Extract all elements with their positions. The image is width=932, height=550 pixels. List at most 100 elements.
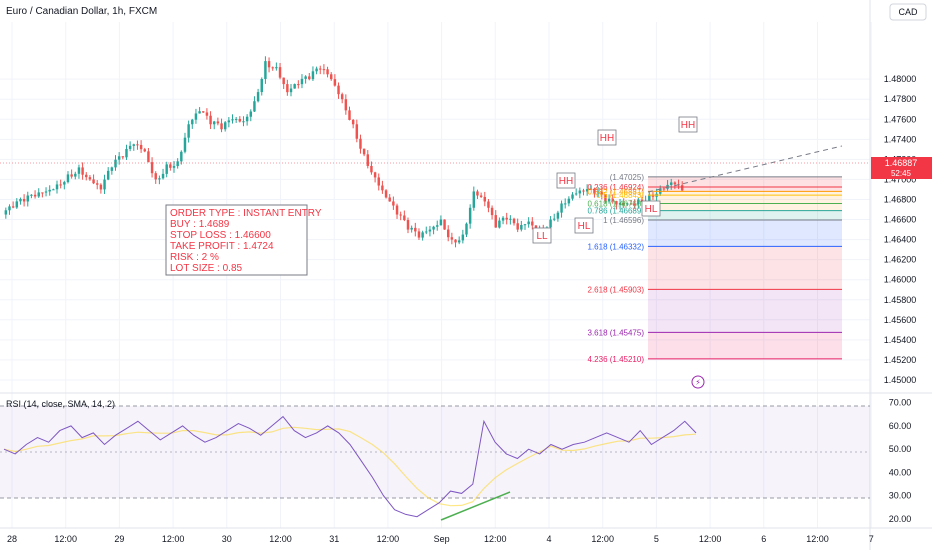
- structure-label-box-4: [574, 217, 594, 234]
- price-tick-12: 1.45600: [884, 315, 917, 325]
- candle-body: [670, 182, 673, 185]
- candle-body: [523, 224, 527, 226]
- candle-body: [596, 191, 600, 194]
- candle-body: [253, 101, 256, 112]
- candle-body: [234, 118, 238, 120]
- candle-body: [143, 149, 146, 152]
- candle-body: [377, 177, 380, 186]
- candle-body: [531, 221, 534, 226]
- candle-body: [4, 210, 8, 215]
- candle-body: [388, 197, 391, 202]
- structure-label-box-1: [597, 129, 617, 146]
- candle-body: [267, 61, 271, 68]
- candle-body: [505, 217, 508, 220]
- candle-body: [340, 94, 344, 100]
- candle-body: [220, 123, 223, 130]
- candle-body: [74, 173, 77, 177]
- lightning-icon: ⚡: [695, 378, 701, 387]
- bar-countdown: 52:45: [891, 169, 912, 178]
- candle-body: [337, 85, 340, 95]
- time-tick-7: 12:00: [377, 534, 400, 544]
- candle-body: [439, 219, 443, 226]
- structure-label-hl-left: HL: [578, 221, 591, 232]
- candle-body: [403, 215, 406, 221]
- time-tick-16: 7: [869, 534, 874, 544]
- candle-body: [275, 67, 278, 69]
- candle-body: [589, 188, 593, 190]
- candle-body: [180, 151, 183, 162]
- price-tick-15: 1.45000: [884, 375, 917, 385]
- candle-body: [311, 71, 315, 80]
- candle-body: [169, 164, 172, 168]
- rsi-title[interactable]: RSI (14, close, SMA, 14, 2): [6, 399, 115, 409]
- candle-body: [48, 189, 51, 192]
- candle-body: [673, 182, 677, 185]
- price-tick-7: 1.46600: [884, 215, 917, 225]
- candle-body: [348, 110, 351, 120]
- candle-body: [556, 212, 560, 219]
- candle-body: [8, 206, 11, 211]
- time-tick-15: 12:00: [806, 534, 829, 544]
- price-tick-0: 1.48000: [884, 74, 917, 84]
- candle-body: [260, 78, 263, 93]
- candle-body: [304, 76, 307, 79]
- candle-body: [457, 240, 461, 243]
- fib-label-2: 0.5 (1.46843): [596, 191, 644, 200]
- currency-button[interactable]: CAD: [889, 3, 927, 21]
- candle-body: [436, 225, 439, 227]
- rsi-tick-1: 60.00: [889, 421, 912, 431]
- candle-body: [571, 194, 574, 199]
- candle-body: [662, 188, 666, 190]
- candle-body: [465, 223, 468, 235]
- candle-body: [322, 69, 326, 71]
- symbol-title: Euro / Canadian Dollar, 1h, FXCM: [6, 6, 157, 17]
- candle-body: [329, 74, 333, 80]
- candle-body: [494, 215, 497, 228]
- candle-body: [289, 88, 293, 93]
- candle-body: [66, 174, 70, 183]
- candle-body: [99, 184, 103, 190]
- candle-body: [461, 234, 465, 241]
- rsi-divergence-line[interactable]: [440, 491, 511, 521]
- candle-body: [421, 232, 424, 238]
- time-tick-11: 12:00: [591, 534, 614, 544]
- candle-body: [615, 201, 618, 205]
- structure-label-ll: LL: [536, 231, 548, 242]
- price-tick-3: 1.47400: [884, 134, 917, 144]
- order-line-0: ORDER TYPE : INSTANT ENTRY: [170, 208, 322, 219]
- candle-body: [450, 237, 454, 240]
- dashed-trendline[interactable]: [647, 145, 843, 193]
- time-axis[interactable]: 28 12:00 29 12:00 30 12:00 31 12:00 Sep 12:00 4 12:…: [7, 534, 874, 544]
- candle-body: [37, 192, 40, 197]
- candle-body: [256, 92, 260, 102]
- candle-body: [472, 191, 476, 208]
- candle-body: [92, 179, 95, 184]
- candle-body: [362, 148, 366, 155]
- time-tick-8: Sep: [434, 534, 450, 544]
- price-tick-14: 1.45200: [884, 355, 917, 365]
- time-tick-0: 28: [7, 534, 17, 544]
- candle-body: [154, 173, 157, 180]
- candle-body: [648, 194, 651, 201]
- order-line-5: LOT SIZE : 0.85: [170, 263, 243, 274]
- price-axis[interactable]: 1.480001.478001.476001.474001.472001.470…: [884, 74, 917, 385]
- candle-body: [147, 151, 150, 163]
- candle-body: [344, 99, 348, 111]
- candle-body: [11, 206, 15, 208]
- candle-body: [26, 195, 29, 202]
- candle-body: [629, 203, 633, 205]
- candle-body: [55, 184, 59, 190]
- fib-zones: [648, 176, 842, 359]
- price-tick-6: 1.46800: [884, 194, 917, 204]
- fib-label-7: 2.618 (1.45903): [588, 285, 645, 294]
- candle-body: [563, 203, 567, 205]
- last-price-tag: 1.46887 52:45: [871, 157, 932, 179]
- candle-body: [15, 201, 19, 208]
- last-price-value: 1.46887: [885, 158, 918, 168]
- event-marker[interactable]: ⚡: [691, 375, 705, 389]
- candle-body: [490, 207, 494, 216]
- time-tick-2: 29: [114, 534, 124, 544]
- candle-body: [52, 189, 55, 191]
- candle-body: [165, 164, 168, 174]
